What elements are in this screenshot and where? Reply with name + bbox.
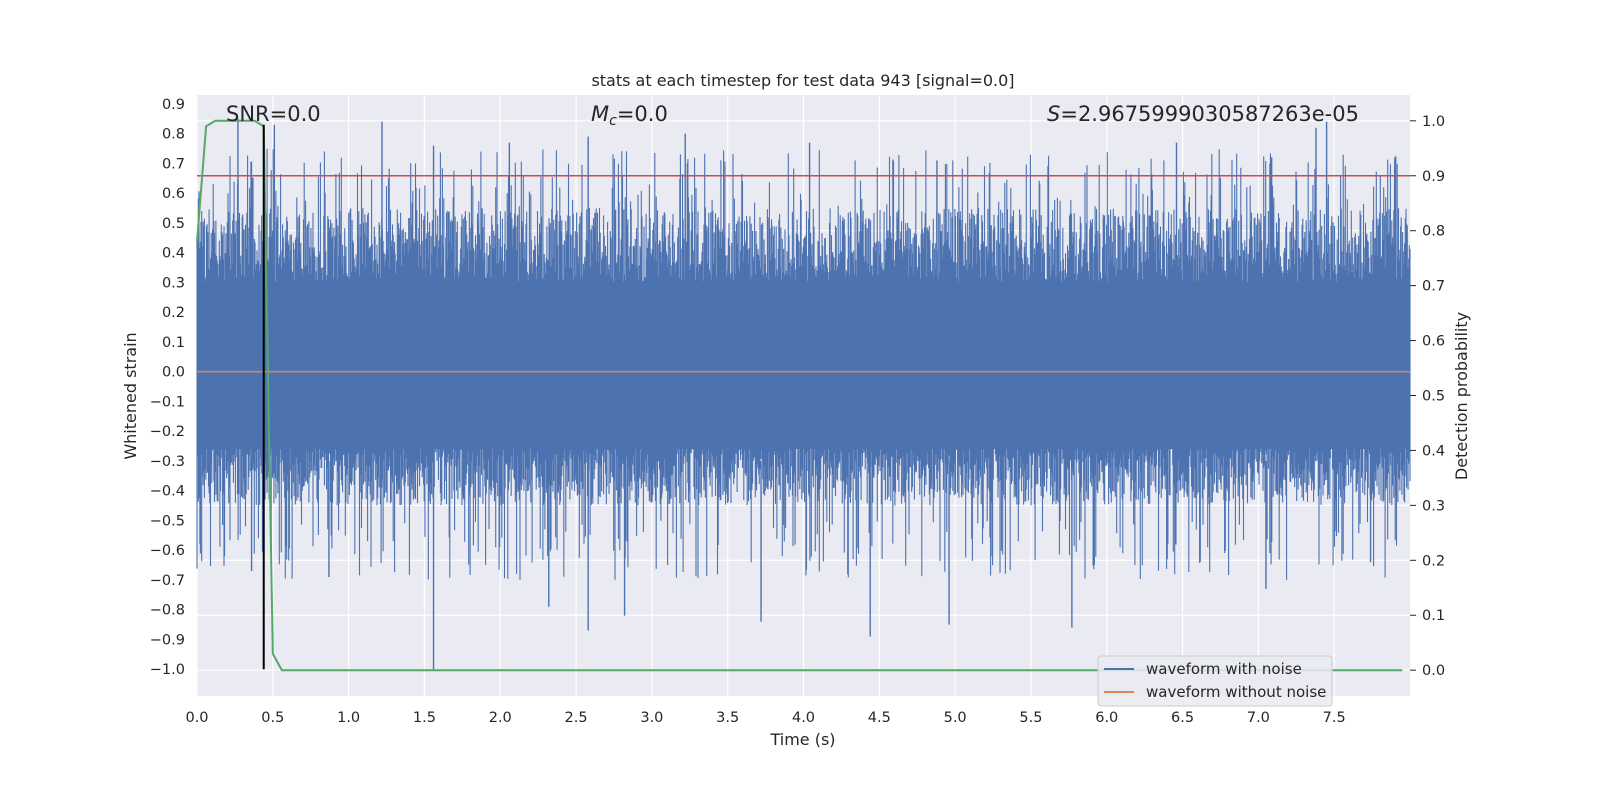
y-tick-label: −0.4: [150, 484, 185, 500]
y-tick-label: −1.0: [150, 662, 185, 678]
x-tick-label: 2.5: [565, 710, 588, 726]
y2-axis-ticks: 1.0 0.9 0.8 0.7 0.6 0.5 0.4 0.3 0.2 0.1 0.0: [1410, 114, 1445, 679]
y-tick-label: 0.9: [162, 97, 185, 113]
y2-tick-label: 0.4: [1422, 443, 1445, 459]
x-axis-ticks: 0.0 0.5 1.0 1.5 2.0 2.5 3.0 3.5 4.0 4.5 5.0 5.5 6.0 6…: [185, 710, 1345, 726]
snr-annotation: SNR=0.0: [226, 102, 321, 126]
y-tick-label: 0.4: [162, 246, 185, 262]
x-tick-label: 6.0: [1095, 710, 1118, 726]
y-tick-label: −0.8: [150, 603, 185, 619]
x-axis-label: Time (s): [769, 730, 835, 749]
y2-tick-label: 0.7: [1422, 279, 1445, 295]
y-tick-label: 0.7: [162, 156, 185, 172]
mc-annotation: Mc=0.0: [591, 102, 668, 129]
waveform-with-noise-series: [196, 118, 1411, 670]
legend-box: [1097, 655, 1333, 707]
noise-trace: [196, 148, 1411, 580]
s-annotation: S=2.9675999030587263e-05: [1047, 102, 1359, 126]
y-tick-label: 0.3: [162, 275, 185, 291]
x-tick-label: 0.5: [261, 710, 284, 726]
y-tick-label: −0.5: [150, 513, 185, 529]
y2-tick-label: 0.0: [1422, 663, 1445, 679]
y-tick-label: 0.1: [162, 335, 185, 351]
y-axis-label: Whitened strain: [121, 332, 140, 459]
chart-title: stats at each timestep for test data 943…: [591, 71, 1014, 90]
y-axis-ticks: 0.9 0.8 0.7 0.6 0.5 0.4 0.3 0.2 0.1 0.0 −0.1 −0.2 −0…: [150, 97, 185, 678]
x-tick-label: 1.5: [413, 710, 436, 726]
y-tick-label: 0.2: [162, 305, 185, 321]
y-tick-label: −0.2: [150, 424, 185, 440]
legend-label-clean: waveform without noise: [1146, 683, 1326, 701]
x-tick-label: 2.0: [489, 710, 512, 726]
x-tick-label: 5.0: [944, 710, 967, 726]
y-tick-label: −0.6: [150, 543, 185, 559]
y-tick-label: −0.7: [150, 573, 185, 589]
detection-probability-line: [196, 119, 1403, 672]
x-tick-label: 4.0: [792, 710, 815, 726]
y2-tick-label: 0.2: [1422, 553, 1445, 569]
y2-tick-label: 0.8: [1422, 224, 1445, 240]
y-tick-label: 0.6: [162, 186, 185, 202]
x-tick-label: 6.5: [1171, 710, 1194, 726]
y-tick-label: −0.1: [150, 394, 185, 410]
y-tick-label: 0.8: [162, 127, 185, 143]
y2-tick-label: 0.3: [1422, 498, 1445, 514]
legend: waveform with noise waveform without noi…: [1097, 655, 1333, 707]
y-tick-label: −0.3: [150, 454, 185, 470]
y2-tick-label: 0.6: [1422, 334, 1445, 350]
x-tick-label: 5.5: [1019, 710, 1042, 726]
y2-tick-label: 0.1: [1422, 608, 1445, 624]
x-tick-label: 3.5: [716, 710, 739, 726]
y-tick-label: −0.9: [150, 632, 185, 648]
x-tick-label: 0.0: [185, 710, 208, 726]
x-tick-label: 4.5: [868, 710, 891, 726]
y2-tick-label: 0.5: [1422, 389, 1445, 405]
y2-tick-label: 0.9: [1422, 169, 1445, 185]
x-tick-label: 3.0: [640, 710, 663, 726]
x-tick-label: 7.5: [1323, 710, 1346, 726]
y-tick-label: 0.5: [162, 216, 185, 232]
x-tick-label: 1.0: [337, 710, 360, 726]
legend-label-noise: waveform with noise: [1146, 660, 1302, 678]
x-tick-label: 7.0: [1247, 710, 1270, 726]
y-tick-label: 0.0: [162, 365, 185, 381]
y2-axis-label: Detection probability: [1452, 312, 1471, 480]
y2-tick-label: 1.0: [1422, 114, 1445, 130]
